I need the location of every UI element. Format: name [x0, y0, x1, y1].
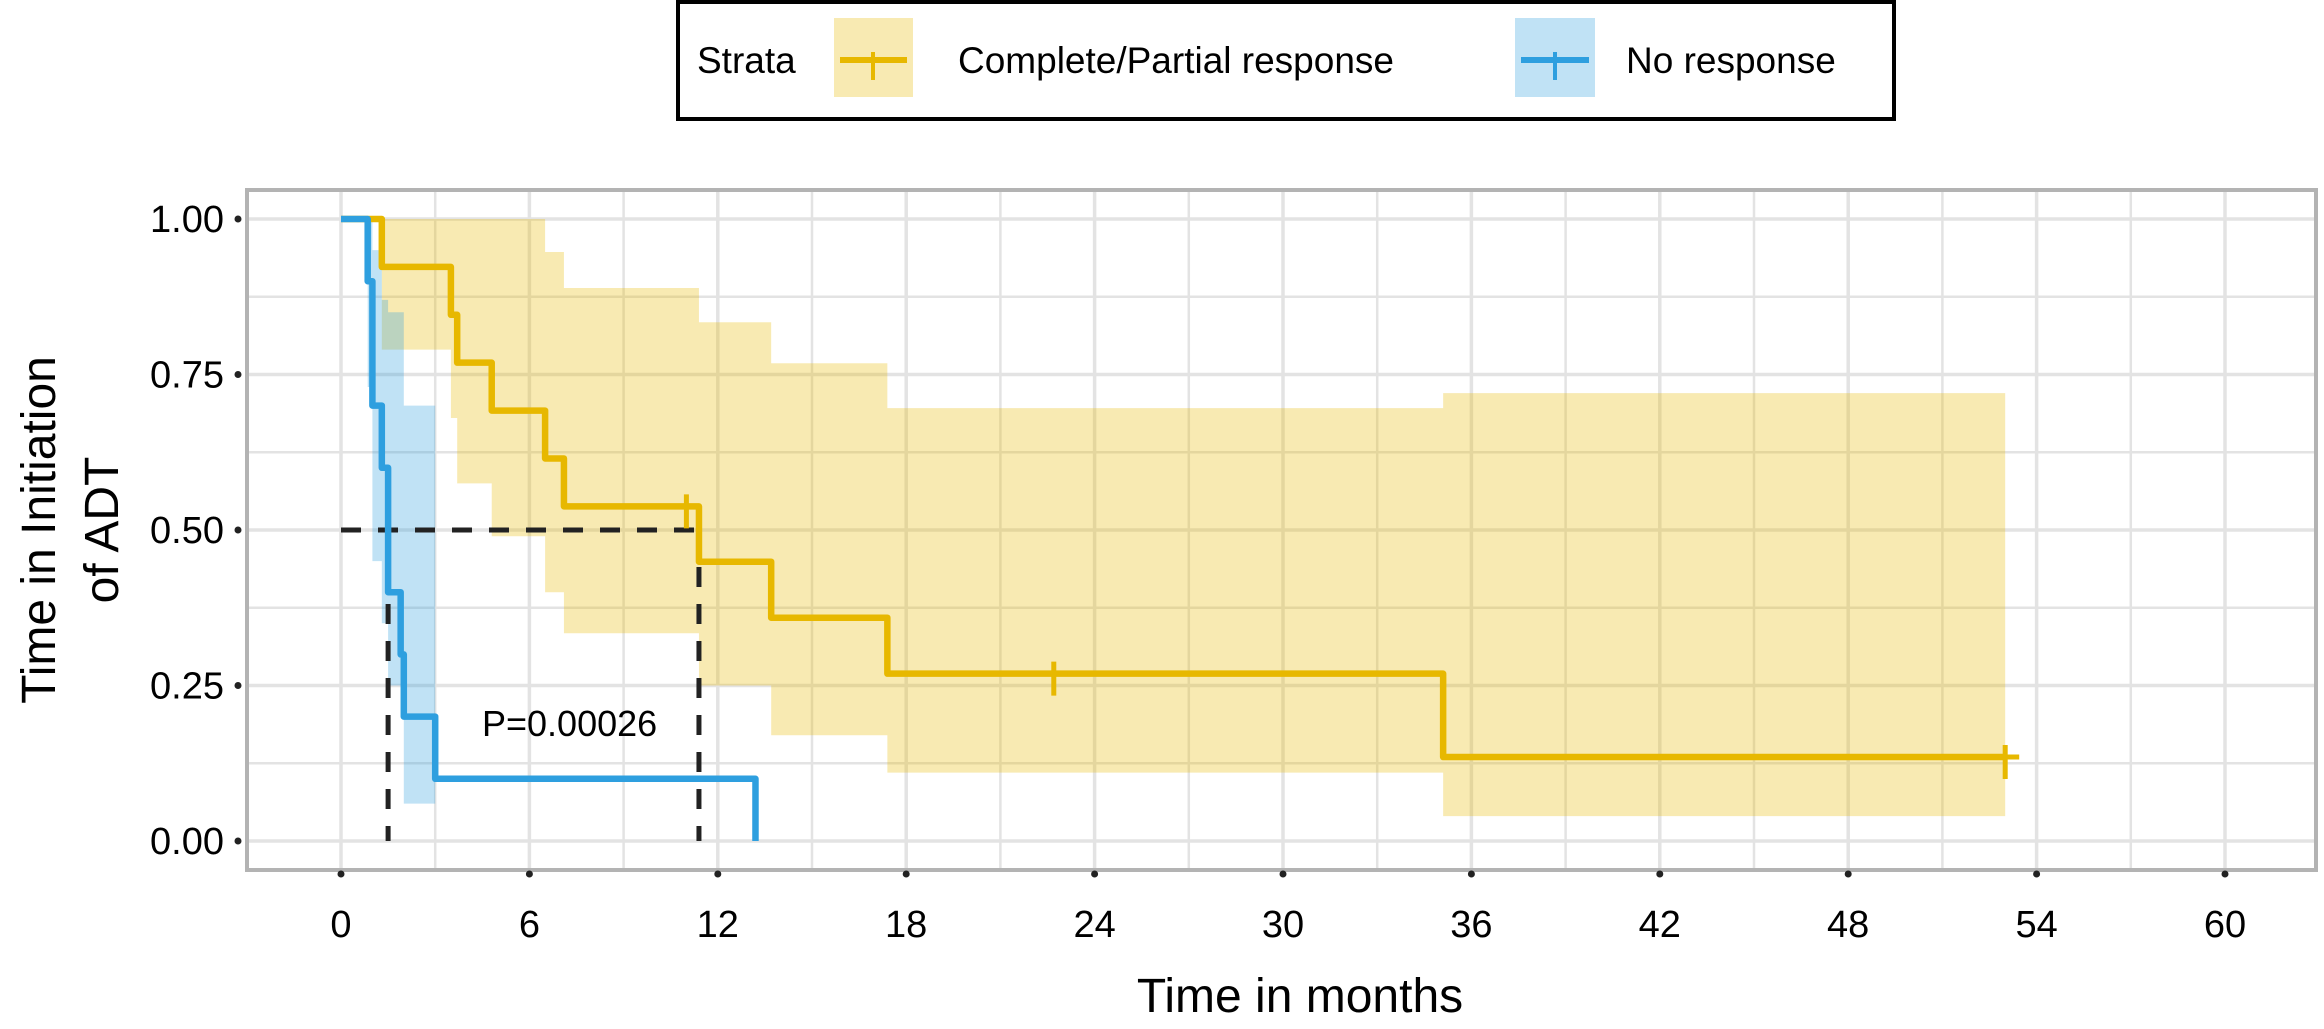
- x-tick-label: 24: [1073, 904, 1115, 946]
- y-axis-label-line-2: of ADT: [76, 457, 129, 604]
- y-tick-label: 1.00: [150, 199, 224, 241]
- x-tick-label: 48: [1827, 904, 1869, 946]
- y-axis-label-line-1: Time in Initiation: [13, 356, 66, 704]
- survival-curves: [341, 215, 2020, 841]
- x-tick-label: 12: [697, 904, 739, 946]
- legend-label-no-response: No response: [1626, 40, 1836, 81]
- censor-mark-complete-partial: [672, 494, 701, 529]
- x-tick-label: 54: [2015, 904, 2057, 946]
- censor-mark-complete-partial: [1039, 661, 1068, 696]
- grid: [247, 190, 2316, 870]
- y-tick-mark: [234, 526, 242, 534]
- x-tick-mark: [525, 870, 533, 878]
- x-tick-label: 42: [1639, 904, 1681, 946]
- y-axis: 0.00 0.25 0.50 0.75 1.00: [150, 199, 242, 863]
- x-tick-mark: [1656, 870, 1664, 878]
- y-tick-label: 0.00: [150, 821, 224, 863]
- x-tick-label: 60: [2204, 904, 2246, 946]
- x-axis: 0 6 12 18 24 30 36 42 48 54 60: [330, 870, 2246, 946]
- survival-curve-complete-partial: [341, 215, 2006, 761]
- x-tick-mark: [2033, 870, 2041, 878]
- x-axis-label: Time in months: [1137, 970, 1463, 1023]
- x-tick-label: 36: [1450, 904, 1492, 946]
- y-tick-mark: [234, 682, 242, 689]
- legend-label-complete-partial: Complete/Partial response: [958, 40, 1394, 81]
- y-tick-label: 0.50: [150, 510, 224, 552]
- plot-panel-border: [245, 188, 2318, 872]
- x-tick-label: 0: [330, 904, 351, 946]
- x-tick-label: 6: [519, 904, 540, 946]
- y-tick-label: 0.75: [150, 355, 224, 397]
- x-tick-mark: [1279, 870, 1287, 878]
- legend: Strata Complete/Partial response No resp…: [676, 0, 1896, 121]
- p-value-annotation: P=0.00026: [482, 703, 657, 744]
- y-tick-label: 0.25: [150, 666, 224, 708]
- x-tick-mark: [1091, 870, 1099, 878]
- censor-mark-complete-partial: [1991, 745, 2020, 780]
- confidence-band-complete-partial: [341, 219, 2006, 817]
- x-tick-label: 18: [885, 904, 927, 946]
- legend-key-no-response: [1515, 18, 1595, 97]
- x-tick-mark: [2221, 870, 2229, 878]
- x-tick-label: 30: [1262, 904, 1304, 946]
- x-tick-mark: [1467, 870, 1475, 878]
- y-tick-mark: [234, 837, 242, 845]
- y-tick-mark: [234, 215, 242, 223]
- x-tick-mark: [902, 870, 910, 878]
- survival-curve-no-response: [341, 215, 759, 841]
- x-tick-mark: [1844, 870, 1852, 878]
- legend-title: Strata: [697, 40, 796, 81]
- x-tick-mark: [714, 870, 722, 878]
- y-tick-mark: [234, 371, 242, 378]
- legend-key-complete-partial: [834, 18, 913, 97]
- x-tick-mark: [337, 870, 345, 878]
